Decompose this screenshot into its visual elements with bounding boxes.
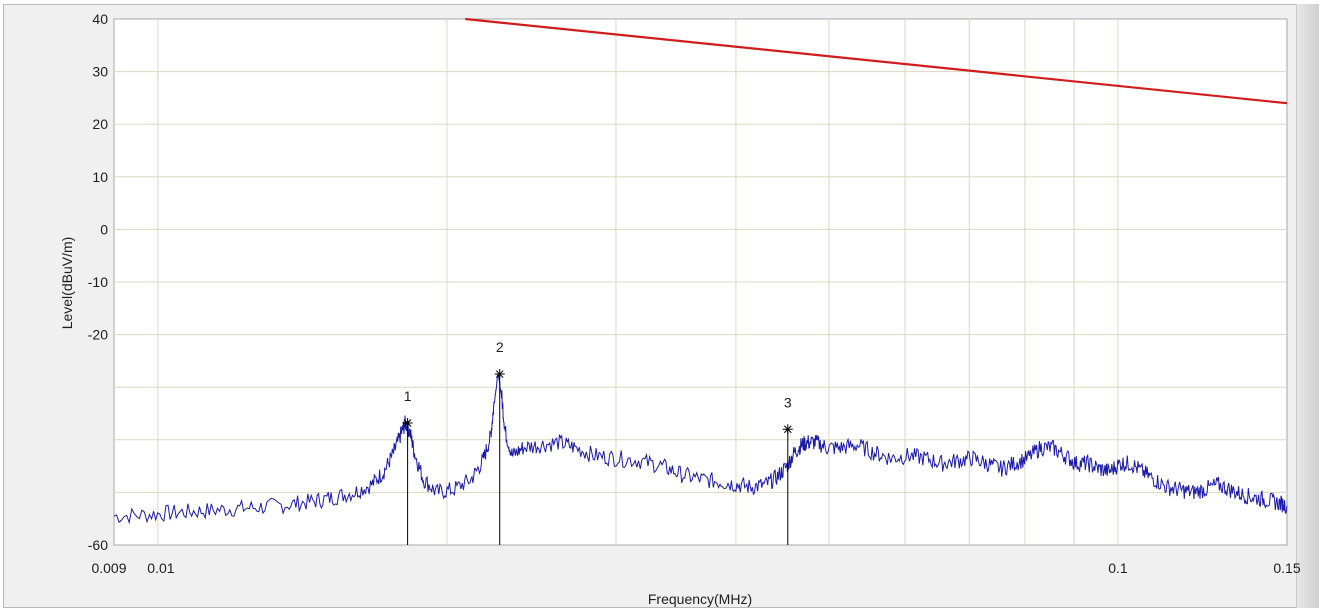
y-tick-label: 0: [100, 221, 108, 237]
x-axis-title: Frequency(MHz): [648, 591, 752, 607]
marker-point: [402, 417, 413, 428]
y-tick-label: 40: [92, 11, 108, 27]
y-tick-label: -20: [88, 327, 108, 343]
y-axis-ticks: 40 30 20 10 0 -10 -20 -60: [88, 11, 108, 553]
x-axis-ticks: 0.009 0.01 0.1 0.15: [91, 560, 1300, 576]
y-tick-label: -60: [88, 537, 108, 553]
y-tick-label: 10: [92, 169, 108, 185]
marker-label: 2: [496, 339, 504, 355]
window-side-panel: [1296, 4, 1319, 608]
marker-point: [494, 369, 505, 380]
x-tick-label: 0.01: [147, 560, 174, 576]
x-tick-label: 0.15: [1273, 560, 1300, 576]
peak-markers: 1 2 3: [402, 339, 793, 545]
x-tick-label: 0.1: [1108, 560, 1128, 576]
x-tick-label: 0.009: [91, 560, 126, 576]
grid-lines: [114, 19, 1287, 545]
y-axis-title: Level(dBuV/m): [59, 237, 75, 330]
marker-point: [782, 424, 793, 435]
limit-line: [465, 17, 1288, 105]
y-tick-label: 20: [92, 116, 108, 132]
y-tick-label: -10: [88, 274, 108, 290]
y-tick-label: 30: [92, 64, 108, 80]
marker-label: 3: [784, 394, 792, 410]
marker-label: 1: [404, 388, 412, 404]
